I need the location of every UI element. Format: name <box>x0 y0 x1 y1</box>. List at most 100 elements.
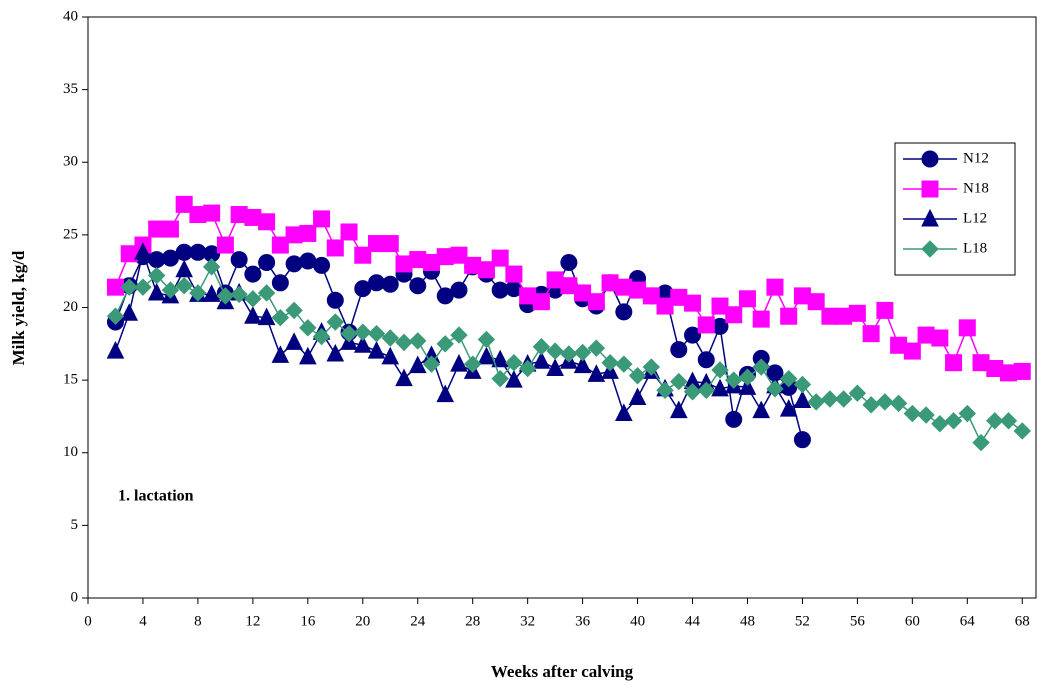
legend-box <box>894 142 1016 276</box>
marker <box>587 339 606 357</box>
marker <box>972 433 990 452</box>
marker <box>917 406 935 424</box>
marker <box>793 375 812 394</box>
marker <box>670 372 688 391</box>
x-tick-label: 44 <box>685 613 701 629</box>
marker <box>367 340 386 359</box>
marker <box>615 303 633 321</box>
marker <box>738 368 757 386</box>
marker <box>189 284 207 302</box>
x-tick-label: 36 <box>575 613 591 629</box>
y-axis-label: Milk yield, kg/d <box>9 250 28 365</box>
marker <box>258 253 276 271</box>
marker <box>931 414 949 433</box>
marker <box>450 326 468 344</box>
marker <box>752 358 770 376</box>
marker <box>669 400 688 419</box>
marker <box>779 369 798 388</box>
marker <box>175 195 193 213</box>
marker <box>697 316 715 334</box>
y-tick-label: 20 <box>63 299 78 315</box>
marker <box>340 324 358 343</box>
marker <box>408 355 427 374</box>
marker <box>106 340 125 359</box>
marker <box>230 251 248 269</box>
marker <box>312 327 331 346</box>
marker <box>450 354 468 372</box>
marker <box>738 290 756 308</box>
marker <box>477 330 496 349</box>
marker <box>944 412 963 430</box>
marker <box>1013 422 1031 440</box>
marker <box>848 384 867 402</box>
y-tick-label: 0 <box>71 589 79 605</box>
marker <box>422 355 441 373</box>
marker <box>697 351 715 369</box>
x-tick-label: 40 <box>630 613 645 629</box>
legend-marker <box>921 208 939 227</box>
marker <box>120 303 139 321</box>
marker <box>615 403 633 422</box>
marker <box>834 390 853 408</box>
marker <box>574 284 592 302</box>
marker <box>670 341 688 359</box>
y-tick-label: 35 <box>63 81 78 97</box>
marker <box>353 335 372 353</box>
marker <box>505 353 523 372</box>
marker <box>299 346 317 365</box>
y-tick-label: 10 <box>63 444 78 460</box>
marker <box>532 351 551 369</box>
marker <box>326 239 344 257</box>
marker <box>684 326 702 344</box>
marker <box>203 204 221 222</box>
marker <box>945 354 963 372</box>
marker <box>381 275 399 293</box>
marker <box>615 355 633 373</box>
marker <box>546 358 564 377</box>
marker <box>395 368 413 387</box>
marker <box>326 313 345 331</box>
marker <box>505 370 523 388</box>
marker <box>450 281 468 299</box>
marker <box>409 277 427 295</box>
marker <box>285 255 303 273</box>
marker <box>436 384 455 403</box>
marker <box>120 278 138 296</box>
x-tick-label: 60 <box>905 613 920 629</box>
marker <box>491 369 509 388</box>
marker <box>793 390 812 408</box>
marker <box>738 377 757 395</box>
marker <box>202 258 221 276</box>
y-tick-label: 5 <box>71 517 79 533</box>
x-tick-label: 64 <box>960 613 976 629</box>
marker <box>931 329 949 347</box>
marker <box>271 308 290 327</box>
marker <box>807 293 825 311</box>
marker <box>381 235 399 253</box>
marker <box>161 220 179 238</box>
marker <box>216 287 235 305</box>
marker <box>381 346 400 365</box>
marker <box>711 378 729 397</box>
marker <box>1013 362 1031 380</box>
marker <box>903 342 921 360</box>
marker <box>848 304 866 322</box>
marker <box>821 390 839 408</box>
legend-label: L12 <box>963 210 987 226</box>
marker <box>903 404 922 423</box>
marker <box>463 355 482 373</box>
marker <box>491 349 509 368</box>
marker <box>436 335 454 353</box>
marker <box>409 332 427 350</box>
x-tick-label: 32 <box>520 613 535 629</box>
x-axis-label: Weeks after calving <box>491 662 634 681</box>
marker <box>725 410 743 428</box>
marker <box>134 278 152 296</box>
marker <box>271 236 289 254</box>
x-tick-label: 20 <box>355 613 370 629</box>
marker <box>202 284 221 302</box>
marker <box>271 274 289 292</box>
legend-label: N12 <box>963 150 989 166</box>
annotation: 1. lactation <box>118 488 194 505</box>
